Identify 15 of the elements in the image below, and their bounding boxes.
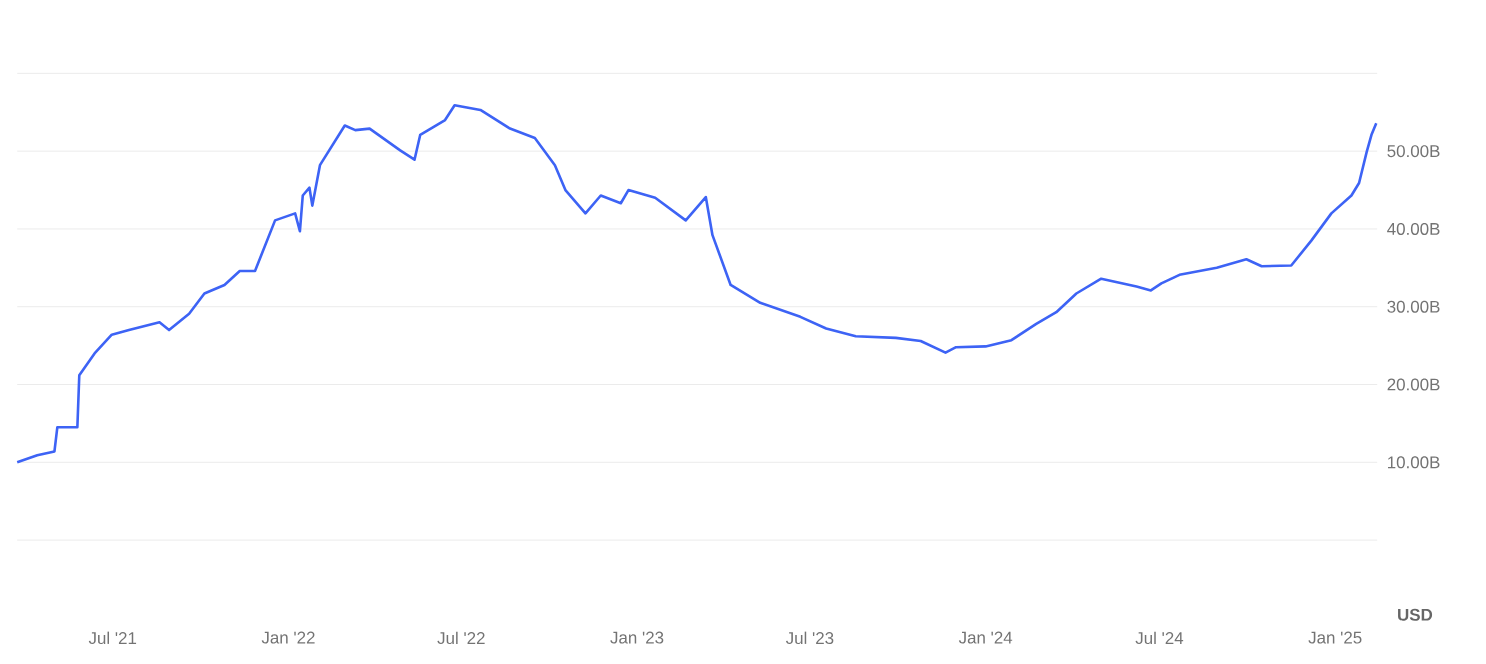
x-tick-label: Jul '24 [1135, 631, 1184, 645]
y-tick-label: 30.00B [1387, 300, 1440, 313]
y-tick-label: 40.00B [1387, 222, 1440, 235]
x-tick-label: Jan '24 [958, 631, 1013, 644]
x-tick-label: Jul '22 [437, 631, 485, 645]
line-series [15, 103, 1378, 464]
x-tick-label: Jan '25 [1308, 631, 1362, 644]
x-tick-label: Jan '22 [261, 631, 315, 644]
y-tick-label: 50.00B [1387, 145, 1440, 158]
x-tick-label: Jul '21 [88, 631, 137, 645]
x-tick-label: Jul '23 [785, 631, 834, 645]
y-tick-label: 20.00B [1387, 378, 1440, 391]
x-tick-label: Jan '23 [610, 631, 664, 644]
y-tick-label: 10.00B [1388, 456, 1440, 469]
text: USD [1398, 608, 1433, 621]
